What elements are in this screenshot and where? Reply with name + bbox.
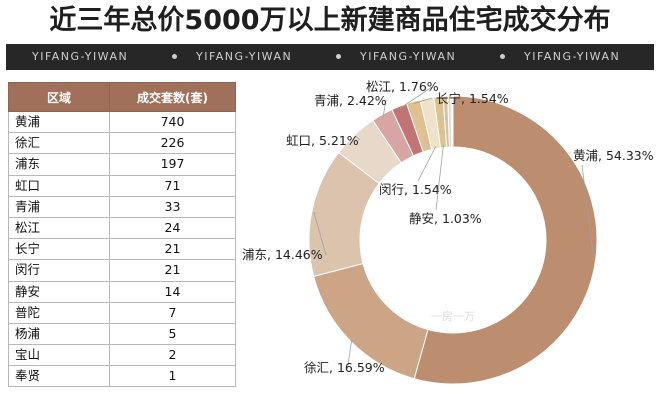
watermark-banner: YIFANG-YIWAN YIFANG-YIWAN YIFANG-YIWAN Y…: [6, 44, 654, 70]
table-row: 青浦 33: [8, 195, 236, 218]
donut-chart: 一房一万 黄浦, 54.33% 徐汇, 16.59% 浦东, 14.46% 虹口, 5.…: [242, 79, 654, 385]
count-cell: 33: [109, 195, 236, 218]
banner-text: YIFANG-YIWAN: [32, 50, 129, 63]
table-header-row: 区域 成交套数(套): [8, 82, 236, 112]
count-cell: 226: [109, 132, 236, 155]
table-row: 黄浦 740: [8, 110, 236, 134]
leader-line-浦东: [313, 211, 327, 256]
table-row: 虹口 71: [8, 174, 236, 197]
leader-line-长宁: [413, 97, 433, 104]
count-cell: 21: [109, 259, 236, 282]
count-cell: 5: [109, 322, 236, 346]
data-label-静安: 静安, 1.03%: [409, 211, 482, 226]
data-label-浦东: 浦东, 14.46%: [242, 247, 323, 262]
count-cell: 1: [109, 365, 236, 388]
table-row: 闵行 21: [8, 259, 236, 282]
transaction-table: 区域 成交套数(套) 黄浦 740 徐汇 226 浦东 197 虹口 71 青浦 33 松江 24 长宁…: [8, 82, 236, 388]
table-row: 松江 24: [8, 216, 236, 240]
count-cell: 71: [109, 174, 236, 197]
region-cell: 闵行: [8, 259, 110, 282]
region-cell: 松江: [8, 216, 110, 240]
chart-title: 近三年总价5000万以上新建商品住宅成交分布: [49, 5, 611, 36]
count-cell: 197: [109, 153, 236, 176]
count-cell: 2: [109, 344, 236, 367]
table-row: 长宁 21: [8, 238, 236, 261]
column-header-region: 区域: [8, 82, 110, 112]
table-row: 普陀 7: [8, 301, 236, 324]
region-cell: 长宁: [8, 238, 110, 261]
region-cell: 静安: [8, 280, 110, 303]
region-cell: 普陀: [8, 301, 110, 324]
count-cell: 7: [109, 301, 236, 324]
table-row: 宝山 2: [8, 344, 236, 367]
data-label-松江: 松江, 1.76%: [366, 79, 439, 94]
count-cell: 21: [109, 238, 236, 261]
region-cell: 黄浦: [8, 110, 110, 134]
table-row: 徐汇 226: [8, 132, 236, 155]
banner-text: YIFANG-YIWAN: [196, 50, 293, 63]
table-row: 杨浦 5: [8, 322, 236, 346]
region-cell: 宝山: [8, 344, 110, 367]
table-row: 奉贤 1: [8, 365, 236, 388]
leader-line-黄浦: [581, 164, 595, 260]
leader-line-闵行: [417, 146, 437, 182]
region-cell: 徐汇: [8, 132, 110, 155]
data-label-青浦: 青浦, 2.42%: [314, 93, 387, 108]
donut-slice-奉贤: [451, 95, 454, 148]
data-label-长宁: 长宁, 1.54%: [436, 91, 509, 106]
count-cell: 14: [109, 280, 236, 303]
leader-line-青浦: [382, 99, 387, 117]
leader-line-虹口: [355, 136, 361, 141]
table-body: 黄浦 740 徐汇 226 浦东 197 虹口 71 青浦 33 松江 24 长宁 21 闵行 21 静安 14 普…: [8, 110, 236, 388]
banner-dot: [172, 54, 177, 59]
banner-text: YIFANG-YIWAN: [360, 50, 457, 63]
region-cell: 青浦: [8, 195, 110, 218]
table-row: 浦东 197: [8, 153, 236, 176]
count-cell: 24: [109, 216, 236, 240]
region-cell: 浦东: [8, 153, 110, 176]
banner-dot: [336, 54, 341, 59]
leader-line-静安: [435, 145, 444, 211]
donut-slice-黄浦: [413, 95, 598, 385]
leader-line-徐汇: [347, 339, 353, 366]
banner-text: YIFANG-YIWAN: [524, 50, 621, 63]
leader-line-松江: [399, 86, 433, 109]
column-header-count: 成交套数(套): [109, 82, 236, 112]
table-row: 静安 14: [8, 280, 236, 303]
count-cell: 740: [109, 110, 236, 134]
data-label-闵行: 闵行, 1.54%: [379, 182, 452, 197]
data-label-虹口: 虹口, 5.21%: [286, 133, 359, 148]
watermark-text: 一房一万: [431, 310, 475, 323]
region-cell: 虹口: [8, 174, 110, 197]
region-cell: 杨浦: [8, 322, 110, 346]
data-label-黄浦: 黄浦, 54.33%: [573, 148, 654, 163]
region-cell: 奉贤: [8, 365, 110, 388]
banner-dot: [500, 54, 505, 59]
data-label-徐汇: 徐汇, 16.59%: [304, 360, 385, 375]
